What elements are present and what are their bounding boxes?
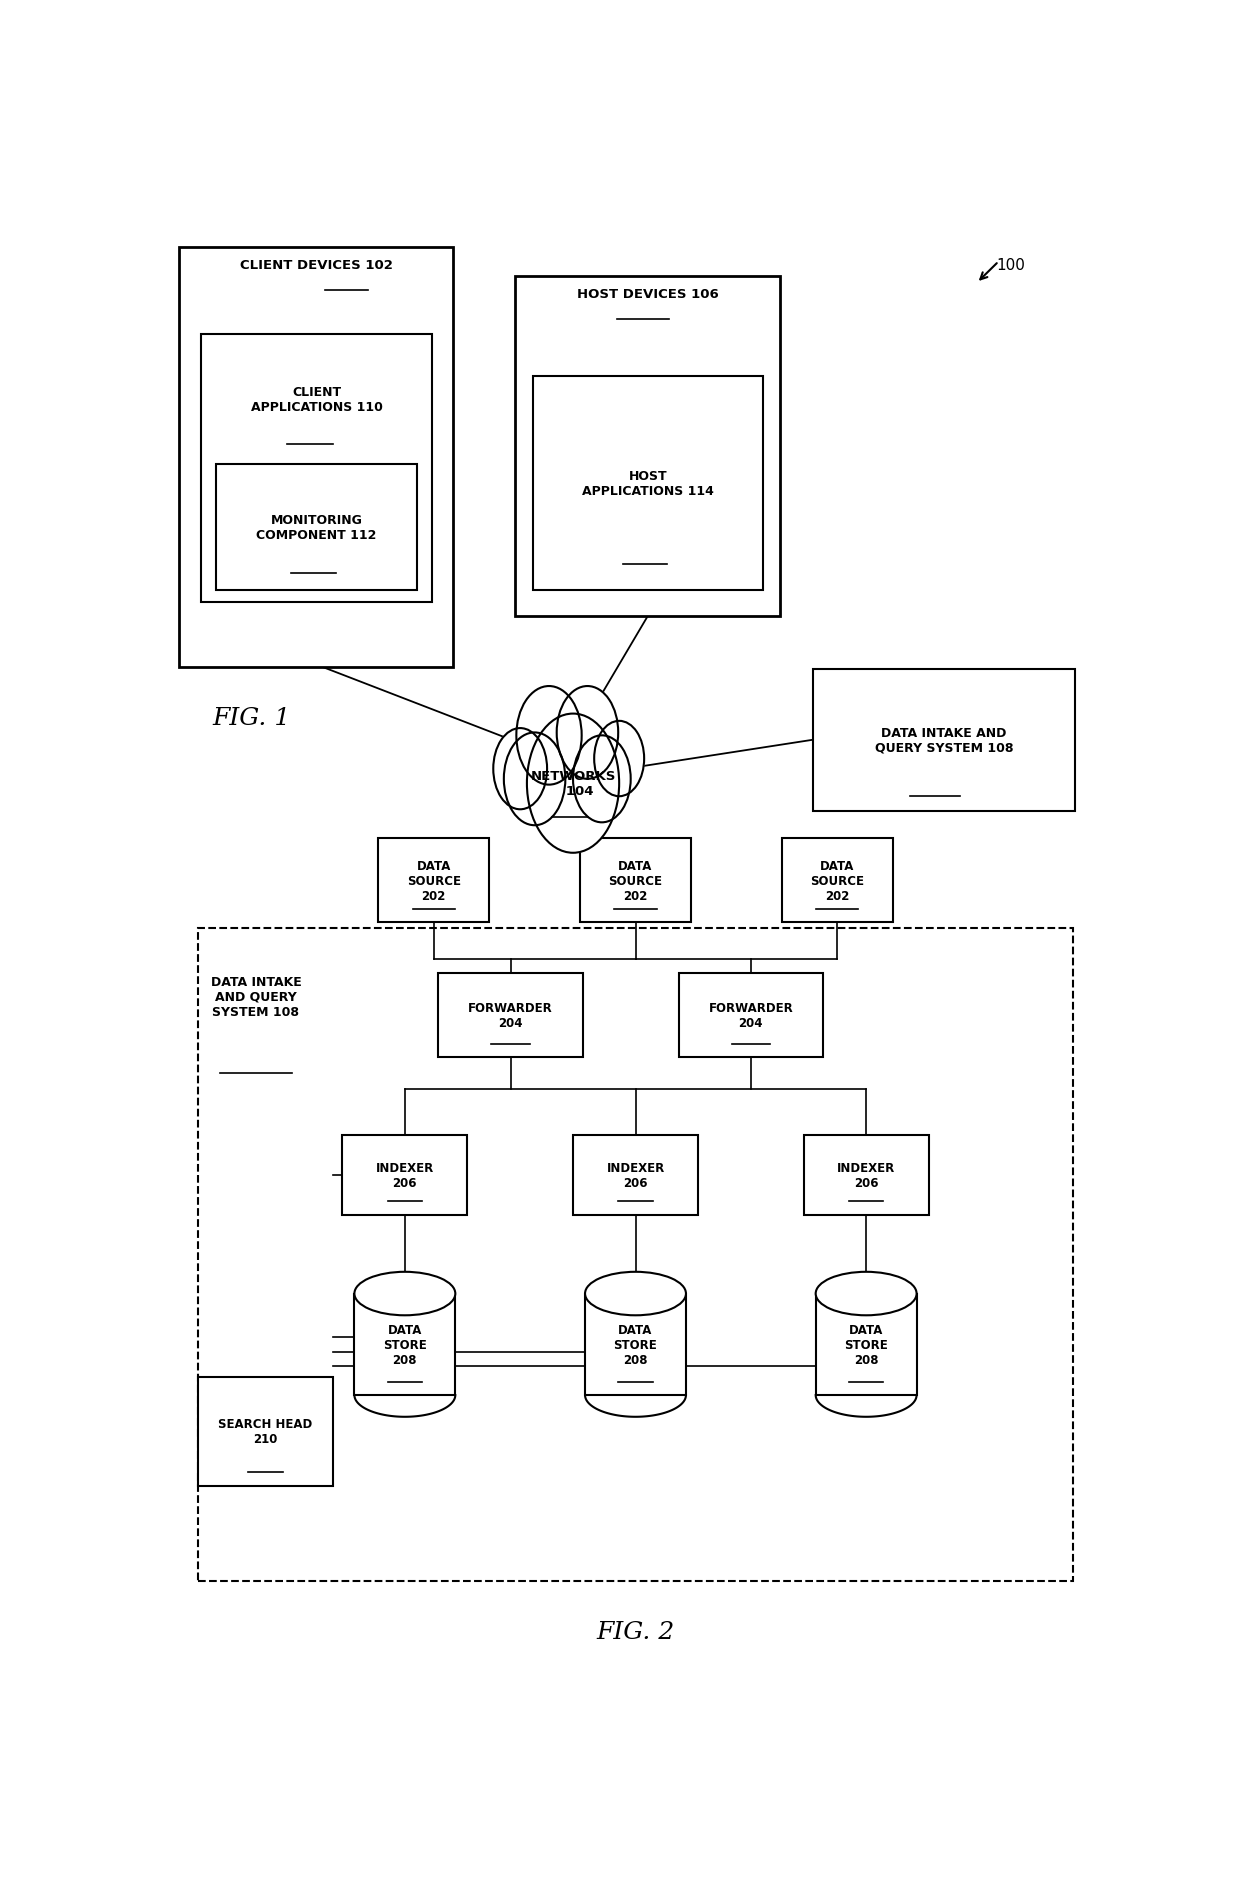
Text: DATA
SOURCE
202: DATA SOURCE 202 bbox=[407, 860, 461, 901]
Bar bbox=[378, 839, 489, 922]
Text: FORWARDER
204: FORWARDER 204 bbox=[469, 1001, 553, 1029]
Bar bbox=[201, 335, 432, 602]
Text: CLIENT DEVICES 102: CLIENT DEVICES 102 bbox=[239, 260, 392, 273]
Text: DATA
STORE
208: DATA STORE 208 bbox=[844, 1323, 888, 1366]
Ellipse shape bbox=[355, 1272, 455, 1316]
Bar bbox=[198, 1378, 332, 1487]
Bar bbox=[782, 839, 893, 922]
Bar bbox=[573, 1135, 698, 1216]
Text: INDEXER
206: INDEXER 206 bbox=[837, 1161, 895, 1189]
Text: FIG. 2: FIG. 2 bbox=[596, 1620, 675, 1643]
Bar bbox=[355, 1293, 455, 1395]
Text: FORWARDER
204: FORWARDER 204 bbox=[708, 1001, 794, 1029]
Text: HOST DEVICES 106: HOST DEVICES 106 bbox=[577, 288, 718, 301]
Bar bbox=[678, 973, 823, 1058]
Text: CLIENT
APPLICATIONS 110: CLIENT APPLICATIONS 110 bbox=[250, 386, 382, 414]
Ellipse shape bbox=[816, 1272, 916, 1316]
Circle shape bbox=[494, 728, 547, 809]
Text: 100: 100 bbox=[996, 258, 1024, 273]
Text: DATA
STORE
208: DATA STORE 208 bbox=[614, 1323, 657, 1366]
Circle shape bbox=[527, 713, 619, 853]
Text: FIG. 1: FIG. 1 bbox=[213, 708, 291, 730]
Bar bbox=[216, 465, 418, 591]
Bar bbox=[179, 248, 453, 668]
Text: INDEXER
206: INDEXER 206 bbox=[376, 1161, 434, 1189]
Text: NETWORKS
   104: NETWORKS 104 bbox=[531, 770, 616, 798]
Bar bbox=[439, 973, 583, 1058]
Text: MONITORING
COMPONENT 112: MONITORING COMPONENT 112 bbox=[257, 514, 377, 542]
Circle shape bbox=[503, 732, 565, 826]
Text: DATA
STORE
208: DATA STORE 208 bbox=[383, 1323, 427, 1366]
Bar bbox=[585, 1293, 686, 1395]
Circle shape bbox=[516, 687, 582, 785]
Text: DATA
SOURCE
202: DATA SOURCE 202 bbox=[810, 860, 864, 901]
Text: INDEXER
206: INDEXER 206 bbox=[606, 1161, 665, 1189]
Text: SEARCH HEAD
210: SEARCH HEAD 210 bbox=[218, 1417, 312, 1445]
Bar bbox=[816, 1293, 916, 1395]
Bar bbox=[813, 670, 1075, 811]
Circle shape bbox=[557, 687, 619, 779]
Circle shape bbox=[594, 721, 644, 796]
Bar bbox=[804, 1135, 929, 1216]
Bar bbox=[516, 277, 780, 617]
Text: DATA INTAKE
AND QUERY
SYSTEM 108: DATA INTAKE AND QUERY SYSTEM 108 bbox=[211, 975, 301, 1018]
Bar bbox=[198, 928, 1073, 1581]
Bar bbox=[342, 1135, 467, 1216]
Text: HOST
APPLICATIONS 114: HOST APPLICATIONS 114 bbox=[582, 470, 714, 497]
Text: DATA
SOURCE
202: DATA SOURCE 202 bbox=[609, 860, 662, 901]
Bar bbox=[533, 376, 764, 591]
Text: DATA INTAKE AND
QUERY SYSTEM 108: DATA INTAKE AND QUERY SYSTEM 108 bbox=[874, 726, 1013, 755]
Bar bbox=[580, 839, 691, 922]
Circle shape bbox=[573, 736, 631, 822]
Ellipse shape bbox=[585, 1272, 686, 1316]
